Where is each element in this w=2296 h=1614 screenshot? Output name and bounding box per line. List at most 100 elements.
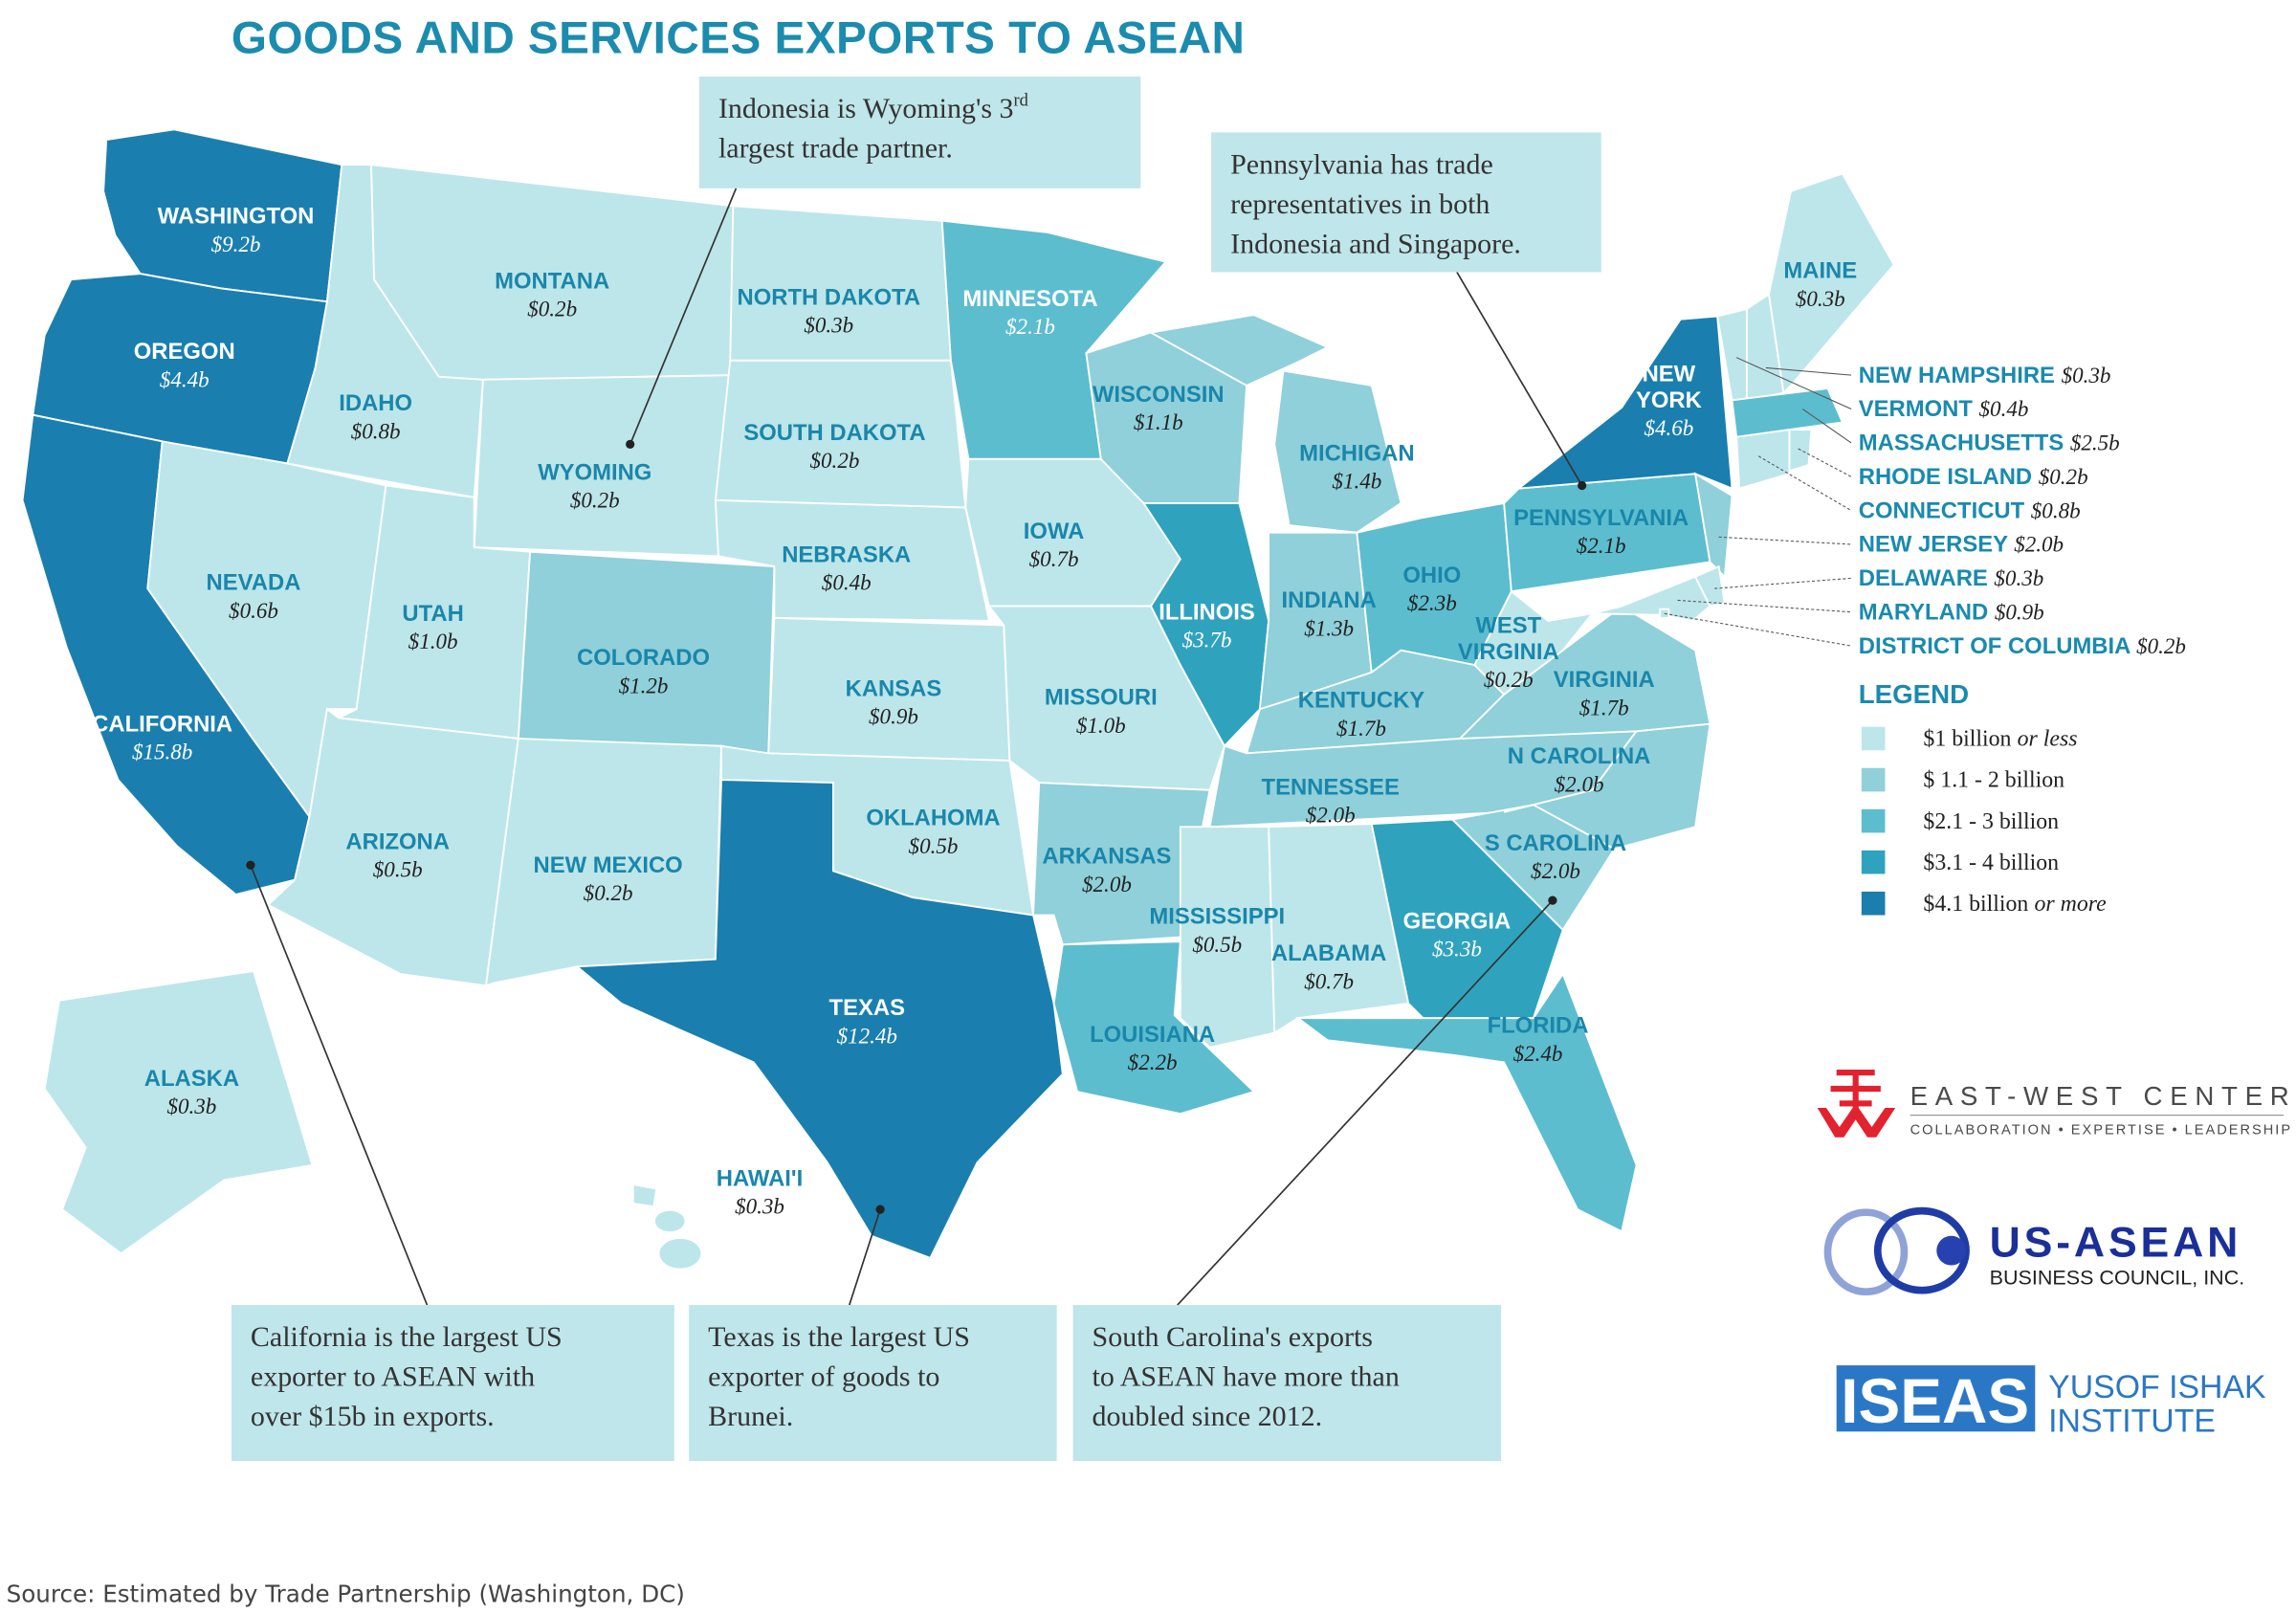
state-name: INDIANA — [1282, 587, 1377, 613]
state-label-nc: N CAROLINA$2.0b — [1508, 743, 1651, 796]
state-name: CALIFORNIA — [92, 711, 232, 737]
state-name: NEW MEXICO — [534, 852, 683, 878]
state-name: YORK — [1636, 387, 1702, 413]
state-name: S CAROLINA — [1485, 830, 1626, 856]
state-name: MINNESOTA — [962, 286, 1097, 312]
callout-text: California is the largest US — [251, 1321, 563, 1353]
callout-text: exporter to ASEAN with — [251, 1361, 535, 1393]
state-label-mt: MONTANA $0.2b — [495, 268, 609, 321]
leader-line — [1765, 366, 1852, 376]
state-value: $2.3b — [1407, 590, 1457, 615]
callout-box — [1072, 1305, 1502, 1462]
page-title: GOODS AND SERVICES EXPORTS TO ASEAN — [232, 12, 1245, 63]
callout-dot — [626, 439, 635, 450]
state-la — [1052, 940, 1256, 1116]
state-value: $3.3b — [1432, 937, 1482, 962]
state-value: $2.1b — [1577, 533, 1626, 558]
iseas-mark: ISEAS — [1841, 1366, 2029, 1437]
small-state-name: DELAWARE — [1859, 565, 1995, 591]
small-state-value: $0.3b — [2062, 363, 2111, 387]
small-state-value: $0.9b — [1995, 599, 2044, 624]
callout-text: Indonesia and Singapore. — [1230, 229, 1521, 260]
state-name: KENTUCKY — [1298, 688, 1424, 714]
state-label-oh: OHIO$2.3b — [1402, 563, 1461, 615]
callout-line-california — [250, 864, 429, 1306]
state-label-wa: WASHINGTON$9.2b — [158, 204, 315, 256]
state-name: PENNSYLVANIA — [1513, 505, 1689, 531]
ewc-emblem-icon — [1817, 1070, 1896, 1138]
state-label-me: MAINE$0.3b — [1783, 258, 1857, 311]
state-name: FLORIDA — [1488, 1013, 1589, 1039]
state-ak — [43, 969, 314, 1255]
state-name: ALASKA — [144, 1066, 239, 1092]
state-value: $0.4b — [822, 570, 872, 595]
small-state-name: VERMONT — [1859, 396, 1979, 422]
legend-item: $1 billion or less — [1923, 727, 2077, 752]
state-value: $0.2b — [1484, 667, 1534, 692]
legend-item: $2.1 - 3 billion — [1923, 809, 2059, 834]
state-label-ne: NEBRASKA $0.4b — [782, 542, 911, 594]
legend-swatch — [1861, 891, 1886, 916]
state-name: OREGON — [134, 339, 235, 365]
legend-item: $3.1 - 4 billion — [1923, 851, 2059, 875]
legend-item: $4.1 billion or more — [1923, 892, 2107, 917]
small-state-name: MARYLAND — [1859, 599, 1995, 625]
callout-south-carolina: South Carolina's exports to ASEAN have mo… — [1072, 1305, 1502, 1462]
state-name: IDAHO — [339, 390, 412, 416]
state-value: $0.3b — [804, 313, 853, 338]
legend-swatch — [1861, 726, 1886, 751]
callout-superscript: rd — [1014, 91, 1028, 110]
state-label-sc: S CAROLINA$2.0b — [1485, 830, 1626, 883]
state-hi — [631, 1183, 658, 1208]
state-name: NEW — [1643, 361, 1696, 387]
state-name: IOWA — [1024, 519, 1085, 544]
ewc-name: EAST-WEST CENTER — [1910, 1081, 2296, 1111]
state-hi-island — [659, 1238, 701, 1269]
state-name: TENNESSEE — [1262, 774, 1400, 800]
state-name: WISCONSIN — [1093, 382, 1225, 408]
state-value: $2.0b — [1555, 771, 1604, 796]
state-nj — [1693, 472, 1733, 579]
callout-text: Texas is the largest US — [708, 1321, 970, 1353]
leader-line — [1757, 455, 1852, 512]
small-state-value: $2.5b — [2070, 431, 2120, 455]
state-value: $0.3b — [735, 1194, 784, 1219]
state-value: $2.4b — [1513, 1041, 1563, 1066]
state-label-tn: TENNESSEE $2.0b — [1262, 774, 1400, 827]
legend-swatch — [1861, 850, 1886, 874]
state-hi-island — [654, 1210, 685, 1232]
state-value: $0.7b — [1029, 546, 1079, 571]
state-name: VIRGINIA — [1458, 639, 1559, 665]
small-state-de: DELAWARE $0.3b — [1859, 565, 2044, 591]
us-asean-name: US-ASEAN — [1990, 1219, 2242, 1266]
state-name: ARIZONA — [345, 829, 450, 854]
state-name: NEVADA — [207, 570, 301, 596]
callout-lines — [246, 188, 1587, 1306]
callout-dot — [1548, 895, 1557, 905]
state-label-al: ALABAMA$0.7b — [1271, 940, 1386, 993]
east-west-center-logo: EAST-WEST CENTER COLLABORATION • EXPERTI… — [1817, 1070, 2296, 1139]
legend-item: $ 1.1 - 2 billion — [1923, 768, 2064, 793]
state-label-ca: CALIFORNIA $15.8b — [92, 711, 232, 763]
small-state-value: $0.4b — [1979, 396, 2029, 421]
us-asean-logo: US-ASEAN BUSINESS COUNCIL, INC. — [1823, 1206, 2244, 1296]
state-value: $2.0b — [1531, 858, 1580, 883]
callout-texas: Texas is the largest US exporter of goods… — [689, 1305, 1057, 1462]
state-value: $1.0b — [408, 629, 458, 653]
callout-line-pennsylvania — [1456, 272, 1583, 486]
small-state-md: MARYLAND $0.9b — [1859, 599, 2044, 625]
callout-dot — [875, 1205, 885, 1214]
legend-amount: $4.1 billion — [1923, 892, 2028, 917]
state-label-nm: NEW MEXICO$0.2b — [534, 852, 683, 905]
state-name: MONTANA — [495, 268, 609, 294]
state-label-ut: UTAH$1.0b — [402, 601, 463, 653]
state-value: $1.0b — [1076, 713, 1126, 738]
small-state-list: NEW HAMPSHIRE $0.3b VERMONT $0.4b MASSACHU… — [1664, 357, 2186, 659]
legend-amount: $2.1 - 3 billion — [1923, 809, 2059, 834]
small-state-nh: NEW HAMPSHIRE $0.3b — [1859, 363, 2111, 388]
callout-line-texas — [849, 1208, 881, 1306]
state-label-ia: IOWA$0.7b — [1024, 519, 1085, 571]
callout-text: exporter of goods to — [708, 1361, 939, 1393]
state-label-ar: ARKANSAS$2.0b — [1042, 844, 1171, 896]
